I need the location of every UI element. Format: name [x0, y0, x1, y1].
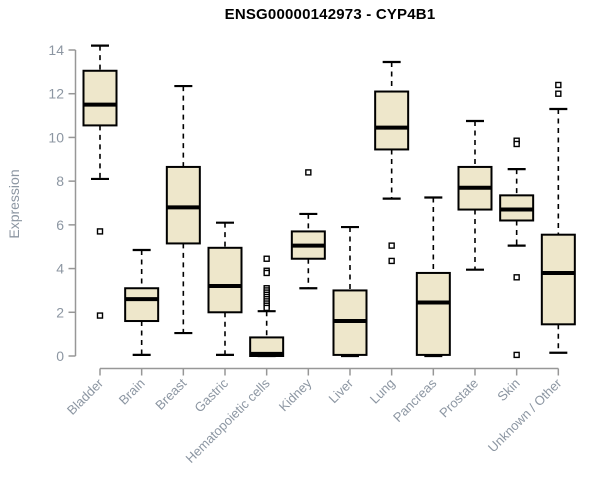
x-axis-category-label: Unknown / Other	[485, 375, 565, 455]
x-axis-category-label: Kidney	[276, 375, 315, 414]
y-axis-tick-label: 2	[56, 304, 64, 320]
x-axis-category-label: Lung	[367, 376, 398, 407]
x-axis-category-label: Skin	[494, 376, 522, 404]
iqr-box	[415, 271, 451, 356]
x-axis-category-label: Prostate	[436, 376, 481, 421]
outlier-point	[513, 351, 520, 359]
boxplot-skin	[499, 137, 535, 359]
boxplot-kidney	[290, 169, 326, 290]
x-axis-category-label: Bladder	[64, 375, 107, 418]
x-axis-category-label: Brain	[116, 376, 148, 408]
outlier-point	[96, 228, 104, 235]
iqr-box	[82, 69, 118, 127]
chart-title: ENSG00000142973 - CYP4B1	[224, 6, 436, 23]
y-axis-tick-label: 6	[56, 217, 64, 233]
outlier-point	[263, 255, 270, 262]
boxplot-liver	[332, 225, 368, 358]
iqr-box	[249, 336, 285, 357]
x-axis-category-label: Pancreas	[390, 375, 440, 425]
y-axis: 0 2 4 6 8 10 12 14	[48, 42, 77, 364]
boxplot-unknown-other	[540, 81, 576, 354]
outlier-point	[388, 242, 395, 249]
outlier-point	[96, 312, 104, 319]
iqr-box	[540, 233, 576, 326]
outlier-point	[263, 269, 270, 277]
x-axis-category-label: Liver	[326, 375, 357, 406]
outlier-point	[555, 81, 562, 89]
boxplot-lung	[374, 60, 410, 265]
y-axis-tick-label: 14	[48, 42, 64, 58]
boxplot-bladder	[82, 44, 118, 319]
x-axis-category-label: Gastric	[191, 375, 231, 415]
y-axis-tick-label: 8	[56, 173, 64, 189]
boxplot-hematopoietic-cells	[249, 255, 285, 358]
iqr-box	[124, 287, 160, 323]
y-axis-tick-label: 0	[56, 348, 64, 364]
outlier-point	[305, 169, 312, 176]
iqr-box	[207, 246, 243, 314]
boxplot-prostate	[457, 119, 493, 271]
boxplot-gastric	[207, 221, 243, 357]
y-axis-tick-label: 12	[48, 86, 64, 102]
outlier-point	[263, 304, 270, 312]
boxplot-brain	[124, 248, 160, 357]
outlier-point	[513, 140, 520, 148]
iqr-box	[374, 90, 410, 151]
y-axis-tick-label: 10	[48, 129, 64, 145]
x-axis-category-label: Breast	[152, 375, 189, 412]
outlier-point	[513, 274, 520, 281]
outlier-point	[388, 257, 395, 265]
boxplot-breast	[165, 84, 201, 335]
outlier-point	[555, 90, 562, 97]
iqr-box	[165, 165, 201, 245]
y-axis-tick-label: 4	[56, 261, 64, 277]
boxplot-pancreas	[415, 196, 451, 358]
